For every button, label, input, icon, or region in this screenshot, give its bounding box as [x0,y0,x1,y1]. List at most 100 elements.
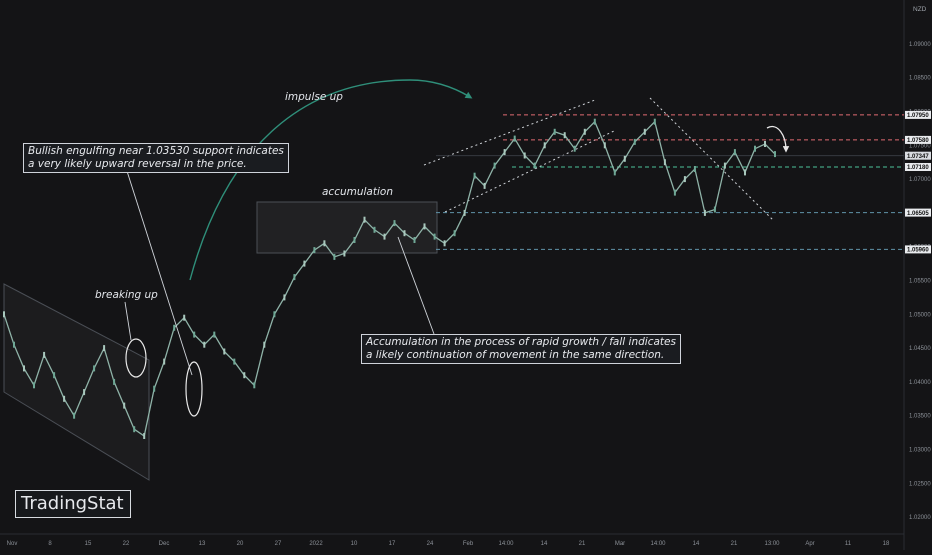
callout-line-engulfing [125,167,193,376]
price-tick-label: 1.09000 [909,42,931,48]
price-point [103,345,106,352]
price-tag [905,151,931,160]
price-point [353,237,356,243]
time-tick-label: 10 [351,541,358,547]
price-point [764,141,766,147]
price-point [43,351,46,358]
price-tag [905,135,931,144]
time-tick-label: 13:00 [764,541,780,547]
time-tick-label: 22 [123,541,130,547]
price-tick-label: 1.04000 [909,380,931,386]
price-point [503,149,506,156]
time-tick-label: 14:00 [498,541,514,547]
price-point [153,385,156,392]
price-tick-label: 1.03000 [909,448,931,454]
annotation-accumulation: accumulation [322,186,393,198]
price-point [213,331,216,338]
price-point [733,149,736,156]
annotation-engulfing: Bullish engulfing near 1.03530 support i… [23,143,289,173]
price-point [273,311,276,318]
price-point [693,166,696,172]
annotation-continuation: Accumulation in the process of rapid gro… [361,334,681,364]
price-point [553,128,556,135]
price-tick-label: 1.07500 [909,143,931,149]
time-tick-label: 13 [199,541,206,547]
price-point [453,230,456,237]
price-point [123,402,126,409]
price-point [573,145,576,152]
time-tick-label: 11 [845,541,852,547]
price-point [563,132,566,139]
time-tick-label: 14 [541,541,548,547]
descending-channel [3,283,150,481]
price-point [433,233,436,240]
price-point [63,395,66,402]
price-point [723,162,726,169]
price-point [673,189,676,196]
price-point [774,151,776,158]
price-point [3,311,5,318]
price-point [523,152,526,159]
time-tick-label: Feb [463,541,474,547]
price-point [93,365,96,372]
price-point [23,365,25,372]
price-point [713,206,716,213]
price-point [203,341,206,348]
price-point [173,324,176,331]
rising-channel-lower [444,129,617,213]
price-tick-label: 1.05000 [909,312,931,318]
price-tag [905,208,931,217]
price-series-line [3,120,776,438]
price-point [113,378,116,385]
callout-line-breaking [124,301,132,341]
price-point [163,358,166,365]
price-tick-label: 1.03500 [909,414,931,420]
time-tick-label: 24 [427,541,434,547]
time-axis: Nov 8 15 22 Dec 13 20 27 2022 10 17 24 Feb 14:00 14 21 M… [7,541,890,547]
time-tick-label: 2022 [309,541,323,547]
time-tick-label: 21 [579,541,586,547]
price-point [233,358,236,365]
annotation-breaking-up: breaking up [95,289,158,301]
projection-arrow [766,126,790,153]
price-point [633,138,636,145]
price-point [143,433,146,439]
price-point [703,209,706,216]
time-tick-label: 21 [731,541,738,547]
time-tick-label: 14:00 [650,541,666,547]
price-point [744,169,746,176]
price-tag-label: 1.07580 [907,138,929,144]
annotation-impulse-up: impulse up [285,91,343,103]
price-point [513,135,516,142]
price-point [483,182,486,189]
price-point [583,128,586,135]
price-point [683,176,686,183]
time-tick-label: 8 [48,541,52,547]
price-point [243,372,246,379]
price-point [423,223,426,230]
time-tick-label: 18 [883,541,890,547]
impulse-arrow [189,79,473,281]
price-tag [905,110,931,119]
price-point [603,142,606,149]
time-tick-label: Dec [159,541,170,547]
price-point [393,220,396,227]
price-tag [905,163,931,171]
price-point [73,412,76,419]
price-point [403,230,406,237]
price-tag-label: 1.07347 [907,154,929,160]
price-point [643,128,646,135]
price-point [193,331,196,338]
price-point [83,389,86,396]
price-tick-label: 1.04500 [909,346,931,352]
price-tag-label: 1.07180 [907,165,929,171]
price-point [383,233,386,240]
price-point [323,240,326,247]
price-point [473,172,476,179]
price-point [663,159,666,166]
price-tick-label: 1.02500 [909,481,931,487]
engulfing-ellipse [185,361,203,417]
price-point [543,142,546,149]
price-tag-label: 1.05960 [907,248,929,254]
